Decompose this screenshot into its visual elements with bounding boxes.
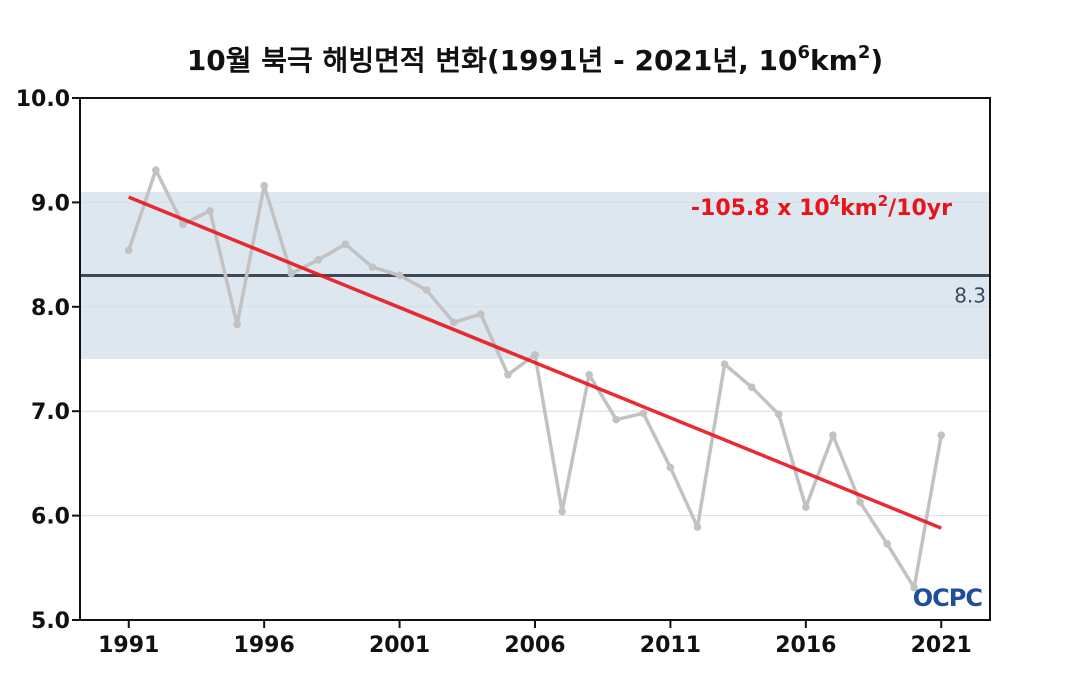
data-point [531, 351, 539, 359]
data-point [558, 507, 566, 516]
y-tick-label: 10.0 [16, 87, 70, 112]
data-point [856, 498, 864, 506]
data-point [206, 206, 214, 215]
plot-area: 8.3 -105.8 x 104km2/10yr 1991 1996 2001 2006 2… [16, 87, 991, 658]
ocpc-logo: OCPC [913, 584, 983, 612]
trend-label-part: 2 [878, 192, 888, 210]
data-point [612, 415, 621, 424]
data-point [910, 583, 918, 592]
trend-label-part: 4 [830, 192, 840, 210]
chart-title: 10월 북극 해빙면적 변화(1991년 - 2021년, 106km2) [187, 42, 883, 77]
data-point [395, 271, 404, 280]
data-point [883, 539, 891, 548]
data-point [747, 383, 756, 391]
data-point [314, 256, 323, 264]
data-point [233, 320, 241, 329]
x-tick-label: 2001 [369, 633, 430, 658]
data-point [720, 360, 729, 369]
data-point [639, 409, 648, 418]
trend-label-part: -105.8 x 10 [691, 196, 830, 221]
x-tick-label: 1996 [234, 633, 295, 658]
y-tick-label: 6.0 [31, 505, 70, 530]
data-point [802, 503, 810, 512]
data-point [774, 410, 783, 419]
title-main: 10월 북극 해빙면적 변화(1991년 - 2021년, 10 [187, 44, 798, 77]
data-point [179, 220, 187, 229]
y-tick-label: 8.0 [31, 296, 70, 321]
mean-label: 8.3 [954, 283, 986, 307]
data-point [693, 523, 702, 531]
data-point [829, 431, 837, 440]
y-tick-label: 9.0 [31, 191, 70, 216]
trend-line [128, 195, 942, 530]
data-point [585, 370, 593, 379]
trend-label-part: km [840, 196, 878, 221]
y-tick-label: 5.0 [31, 609, 70, 634]
data-point [504, 370, 512, 379]
x-tick-label: 2021 [911, 633, 972, 658]
data-point [341, 240, 350, 248]
trend-label-part: /10yr [888, 196, 952, 221]
data-point [666, 463, 675, 472]
data-point [368, 263, 377, 271]
title-exponent-2: 2 [858, 42, 871, 63]
data-point [477, 310, 485, 318]
title-exponent-1: 6 [798, 42, 811, 63]
x-tick-label: 2011 [640, 633, 701, 658]
data-point [260, 181, 268, 190]
data-point [124, 246, 133, 255]
title-unit: km [810, 44, 858, 77]
data-point [152, 166, 160, 174]
x-tick-label: 2006 [504, 633, 565, 658]
data-point [287, 269, 296, 278]
data-point [449, 318, 458, 327]
y-tick-label: 7.0 [31, 400, 70, 425]
data-point [422, 286, 431, 294]
title-end: ) [870, 44, 883, 77]
trend-label: -105.8 x 104km2/10yr [691, 192, 952, 221]
x-tick-label: 2016 [775, 633, 836, 658]
data-point [937, 431, 946, 440]
x-tick-label: 1991 [98, 633, 159, 658]
